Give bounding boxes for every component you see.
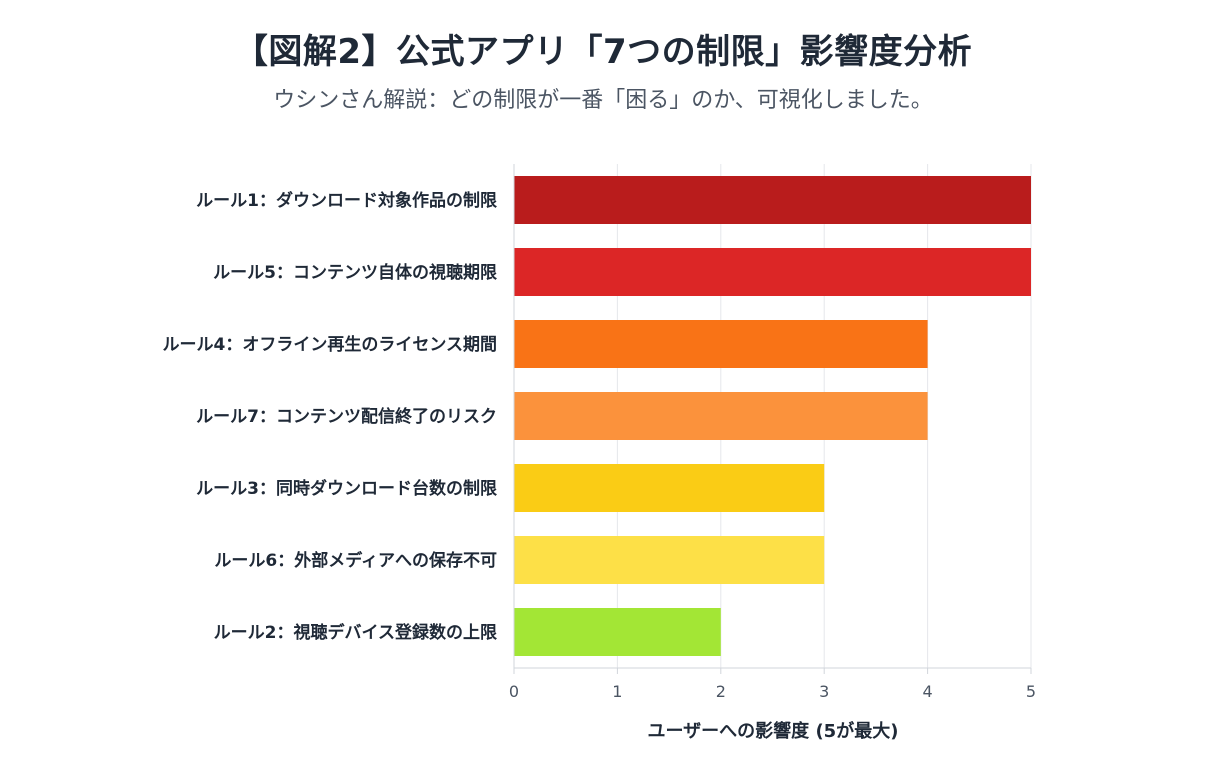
category-label: ルール7：コンテンツ配信終了のリスク <box>196 406 497 427</box>
tick-labels: 0 1 2 3 4 5 <box>509 682 1036 701</box>
x-tick-label: 0 <box>509 682 519 701</box>
axes <box>513 164 1032 674</box>
chart-title: 【図解2】公式アプリ「7つの制限」影響度分析 <box>233 32 973 72</box>
bar <box>514 248 1031 296</box>
x-tick-label: 3 <box>819 682 829 701</box>
bars <box>514 176 1031 656</box>
x-axis-label: ユーザーへの影響度 (5が最大) <box>648 720 899 742</box>
x-tick-label: 2 <box>716 682 726 701</box>
bar <box>514 464 825 512</box>
x-tick-label: 4 <box>923 682 933 701</box>
bar <box>514 176 1031 224</box>
category-label: ルール4：オフライン再生のライセンス期間 <box>163 334 498 355</box>
category-labels: ルール1：ダウンロード対象作品の制限ルール5：コンテンツ自体の視聴期限ルール4：… <box>163 190 498 643</box>
bar <box>514 392 928 440</box>
x-tick-label: 5 <box>1026 682 1036 701</box>
chart-subtitle: ウシンさん解説：どの制限が一番「困る」のか、可視化しました。 <box>273 88 933 113</box>
category-label: ルール6：外部メディアへの保存不可 <box>214 550 497 571</box>
bar <box>514 320 928 368</box>
category-label: ルール2：視聴デバイス登録数の上限 <box>214 622 497 643</box>
category-label: ルール3：同時ダウンロード台数の制限 <box>196 478 497 499</box>
bar <box>514 608 721 656</box>
x-tick-label: 1 <box>612 682 622 701</box>
bar <box>514 536 825 584</box>
category-label: ルール5：コンテンツ自体の視聴期限 <box>213 262 497 283</box>
category-label: ルール1：ダウンロード対象作品の制限 <box>196 190 497 211</box>
